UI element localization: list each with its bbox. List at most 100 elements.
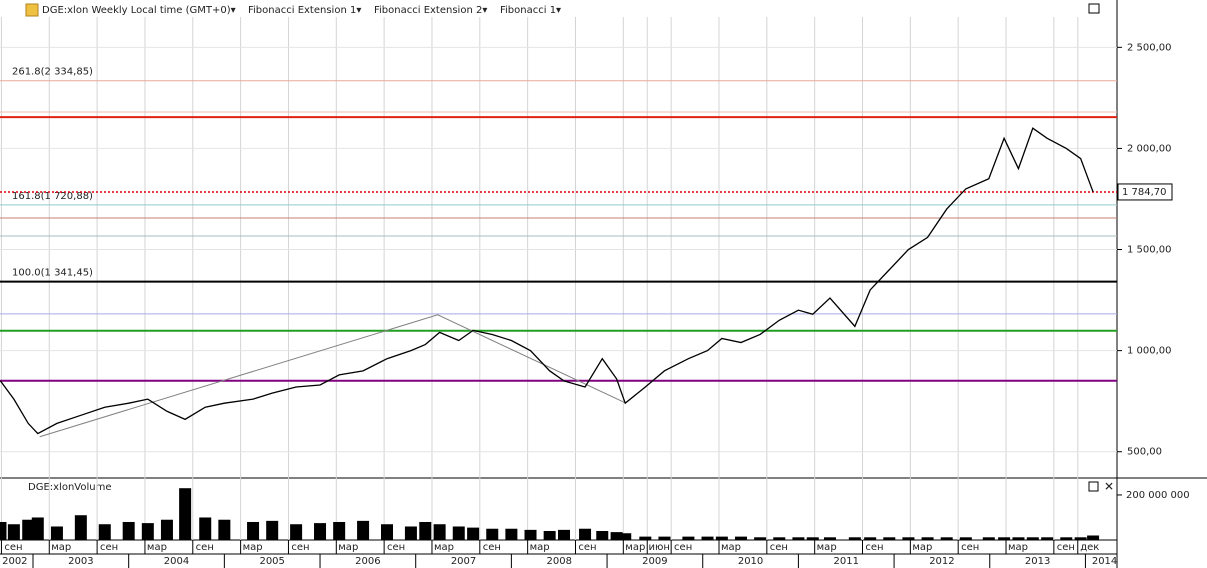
volume-bar — [1074, 537, 1087, 540]
volume-bar — [715, 536, 728, 540]
x-tick-label: сен — [578, 542, 596, 553]
volume-title: DGE:xlonVolume — [28, 482, 111, 493]
x-tick-label: мар — [721, 542, 741, 553]
chart-icon[interactable] — [25, 3, 39, 17]
year-label: 2004 — [164, 556, 189, 567]
volume-bar — [50, 526, 63, 540]
volume-bar — [199, 517, 212, 540]
volume-bar — [419, 521, 432, 540]
last-price-label: 1 784,70 — [1122, 187, 1167, 198]
volume-bar — [998, 537, 1011, 540]
last-price-box — [1117, 183, 1173, 201]
volume-bar — [543, 530, 556, 540]
volume-bar — [290, 524, 303, 540]
volume-bar — [579, 528, 592, 540]
x-tick-label: сен — [196, 542, 214, 553]
volume-bar — [921, 537, 934, 540]
x-tick-label: сен — [961, 542, 979, 553]
volume-bar — [806, 537, 819, 540]
x-tick-label: сен — [1057, 542, 1075, 553]
year-label: 2008 — [546, 556, 571, 567]
trendline — [39, 314, 626, 438]
price-line — [0, 127, 1094, 435]
volume-bar — [381, 524, 394, 540]
x-tick-label: мар — [243, 542, 263, 553]
year-label: 2012 — [929, 556, 954, 567]
fib-label: 161.8(1 720,88) — [12, 191, 93, 202]
fib-label: 261.8(2 334,85) — [12, 67, 93, 78]
volume-bar — [792, 537, 805, 540]
volume-bar — [596, 530, 609, 540]
maximize-button[interactable] — [1088, 481, 1099, 492]
volume-bar — [848, 537, 861, 540]
year-label: 2003 — [68, 556, 93, 567]
volume-bar — [754, 537, 767, 540]
volume-bar — [823, 537, 836, 540]
volume-bar — [682, 536, 695, 540]
volume-bar — [734, 536, 747, 540]
fib-label: 100.0(1 341,45) — [12, 268, 93, 279]
x-tick-label: мар — [338, 542, 358, 553]
year-label: 2013 — [1025, 556, 1050, 567]
study-menu[interactable]: Fibonacci 1▾ — [500, 5, 561, 16]
year-label: 2010 — [738, 556, 763, 567]
symbol-menu[interactable]: DGE:xlon Weekly Local time (GMT+0)▾ — [42, 5, 236, 16]
volume-bar — [486, 528, 499, 540]
y-tick-label: 1 500,00 — [1127, 245, 1172, 256]
study-menu[interactable]: Fibonacci Extension 2▾ — [374, 5, 487, 16]
volume-bar — [959, 537, 972, 540]
y-tick-label: 200 000 000 — [1126, 490, 1190, 501]
year-label: 2009 — [642, 556, 667, 567]
volume-bar — [467, 527, 480, 540]
volume-bar — [619, 533, 632, 540]
volume-bar — [179, 488, 192, 540]
x-tick-label: мар — [625, 542, 645, 553]
x-tick-label: мар — [912, 542, 932, 553]
y-tick-label: 1 000,00 — [1127, 346, 1172, 357]
study-menu[interactable]: Fibonacci Extension 1▾ — [248, 5, 361, 16]
year-label: 2014 — [1092, 556, 1117, 567]
volume-bar — [452, 526, 465, 540]
y-tick-label: 2 000,00 — [1127, 143, 1172, 154]
year-label: 2002 — [2, 556, 27, 567]
x-tick-label: сен — [674, 542, 692, 553]
close-button[interactable]: ✕ — [1104, 480, 1114, 494]
volume-bar — [7, 524, 20, 540]
volume-bar — [31, 517, 44, 540]
year-label: 2011 — [834, 556, 859, 567]
volume-bar — [314, 523, 327, 540]
y-tick-label: 500,00 — [1127, 447, 1162, 458]
x-tick-label: мар — [530, 542, 550, 553]
maximize-button[interactable] — [1088, 3, 1100, 14]
volume-bar — [122, 521, 135, 540]
volume-bar — [433, 524, 446, 540]
volume-bar — [357, 520, 370, 540]
volume-bar — [1087, 535, 1100, 540]
x-tick-label: сен — [483, 542, 501, 553]
volume-bar — [1041, 537, 1054, 540]
volume-bar — [1012, 537, 1025, 540]
x-tick-label: мар — [147, 542, 167, 553]
x-tick-label: дек — [1080, 542, 1099, 553]
x-tick-label: мар — [434, 542, 454, 553]
volume-bar — [218, 519, 231, 540]
volume-bar — [22, 519, 35, 540]
volume-bar — [610, 532, 623, 540]
x-tick-label: сен — [4, 542, 22, 553]
volume-bar — [773, 537, 786, 540]
volume-bar — [1060, 537, 1073, 540]
volume-bar — [333, 521, 346, 540]
volume-bar — [141, 523, 154, 540]
volume-bar — [982, 537, 995, 540]
x-tick-label: мар — [1008, 542, 1028, 553]
volume-bar — [1026, 537, 1039, 540]
volume-bar — [883, 537, 896, 540]
year-label: 2007 — [451, 556, 476, 567]
year-label: 2005 — [259, 556, 284, 567]
volume-bar — [404, 526, 417, 540]
volume-bar — [160, 519, 173, 540]
volume-bar — [864, 537, 877, 540]
volume-bar — [98, 524, 111, 540]
x-tick-label: сен — [865, 542, 883, 553]
